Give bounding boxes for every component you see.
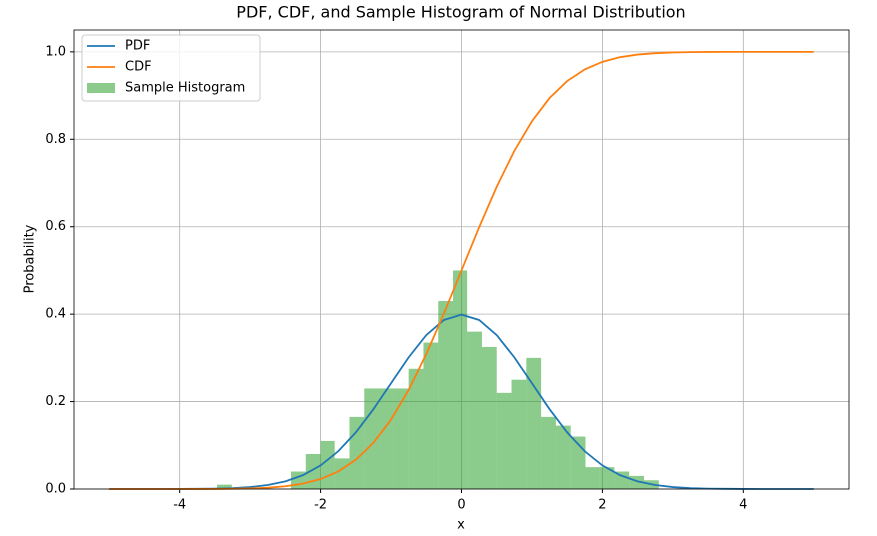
histogram-bar	[453, 270, 468, 489]
x-axis-label: x	[457, 518, 465, 533]
chart-title: PDF, CDF, and Sample Histogram of Normal…	[236, 3, 685, 22]
legend-label: Sample Histogram	[125, 81, 245, 96]
histogram-bar	[541, 416, 556, 489]
y-tick-label: 0.4	[45, 307, 66, 322]
plot-frame	[73, 29, 850, 490]
histogram-bar	[334, 458, 350, 489]
x-tick-label: 0	[457, 498, 465, 513]
histogram-bar	[585, 467, 600, 489]
legend-label: CDF	[125, 60, 152, 75]
histogram-bar	[599, 467, 615, 489]
histogram-bar	[393, 388, 409, 489]
histogram-bar	[614, 471, 630, 489]
histogram-bar	[555, 425, 571, 489]
histogram-bar	[496, 392, 512, 489]
histogram-bar	[423, 342, 439, 489]
x-tick-label: -4	[173, 498, 186, 513]
histogram-bar	[438, 301, 454, 489]
legend-swatch	[87, 83, 115, 93]
y-axis-label: Probability	[23, 224, 38, 293]
histogram-bar	[570, 436, 586, 489]
y-tick-label: 0.2	[45, 394, 66, 409]
y-tick-label: 0.8	[45, 132, 66, 147]
legend-box	[81, 34, 261, 102]
histogram-bar	[511, 379, 527, 489]
histogram-bar	[364, 388, 380, 489]
y-tick-label: 1.0	[45, 44, 66, 59]
x-tick-label: -2	[314, 498, 327, 513]
y-tick-label: 0.6	[45, 219, 66, 234]
x-tick-label: 2	[598, 498, 606, 513]
legend-label: PDF	[125, 39, 150, 54]
y-tick-label: 0.0	[45, 482, 66, 497]
legend: PDF CDF Sample Histogram	[81, 34, 261, 102]
histogram-bar	[467, 331, 482, 489]
histogram-bar	[217, 484, 232, 489]
x-tick-label: 4	[739, 498, 747, 513]
histogram-bar	[320, 440, 335, 489]
histogram-bar	[481, 346, 497, 489]
histogram-bar	[408, 368, 424, 489]
histogram-bar	[379, 388, 394, 489]
